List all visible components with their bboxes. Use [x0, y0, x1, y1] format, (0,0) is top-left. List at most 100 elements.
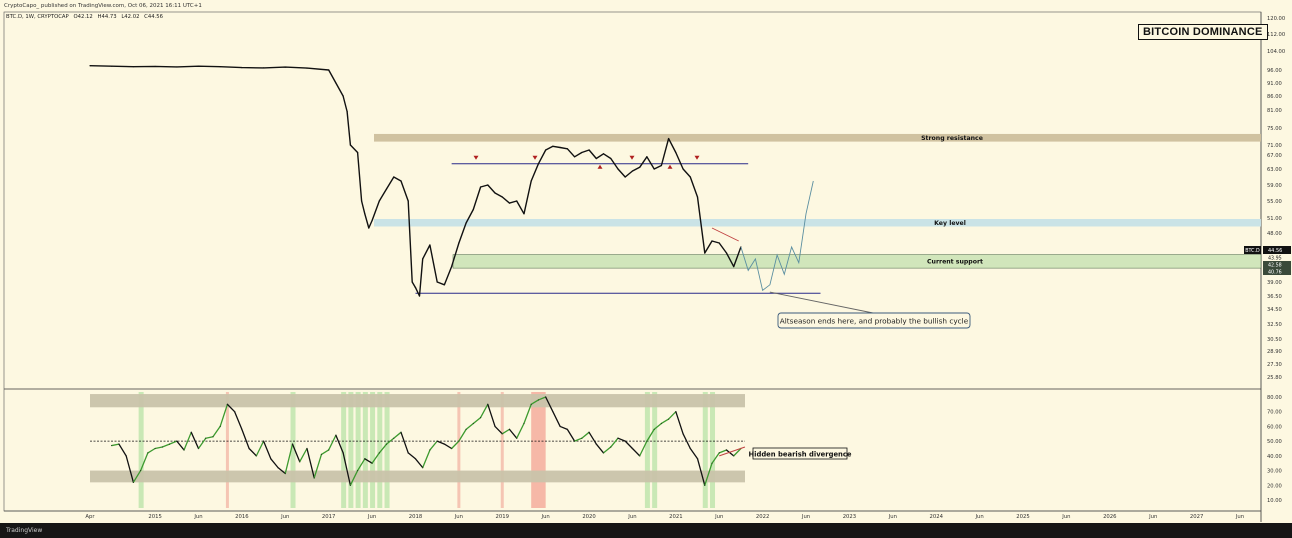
x-tick-label: Jun — [1061, 514, 1070, 520]
osc-green-strip — [348, 392, 354, 508]
osc-green-strip — [710, 392, 716, 508]
osc-y-tick-label: 80.00 — [1267, 395, 1282, 401]
osc-segment — [450, 440, 460, 450]
osc-point — [545, 396, 547, 398]
osc-segment — [226, 403, 236, 413]
osc-segment — [458, 428, 467, 442]
osc-segment — [422, 449, 431, 469]
osc-point — [436, 440, 438, 442]
osc-segment — [653, 422, 663, 431]
btcd-point — [552, 145, 554, 147]
y-tick-label: 75.00 — [1267, 126, 1282, 132]
x-tick-label: 2018 — [409, 514, 423, 520]
osc-segment — [414, 458, 424, 469]
btcd-point — [660, 164, 662, 167]
x-tick-label: 2022 — [756, 514, 769, 520]
y-tick-label: 39.00 — [1267, 280, 1282, 286]
osc-segment — [436, 440, 446, 445]
osc-point — [443, 443, 445, 445]
osc-segment — [139, 452, 149, 472]
btcd-point — [364, 213, 366, 215]
osc-segment — [675, 411, 684, 435]
price-label-symbol: BTC.D — [1245, 248, 1260, 254]
btcd-point — [393, 176, 395, 178]
osc-segment — [277, 466, 286, 475]
osc-segment — [624, 440, 634, 450]
projection-line — [740, 180, 814, 292]
btcd-point — [646, 156, 648, 158]
osc-segment — [205, 436, 214, 439]
price-label-support-top: 42.58 — [1268, 263, 1282, 269]
osc-band-1 — [90, 470, 745, 483]
osc-segment — [364, 458, 373, 464]
x-tick-label: Jun — [541, 514, 550, 520]
osc-segment — [689, 447, 699, 460]
osc-point — [241, 428, 243, 430]
btcd-point — [111, 65, 113, 67]
osc-green-strip — [644, 392, 650, 508]
btcd-point — [696, 196, 699, 198]
osc-point — [378, 452, 380, 454]
osc-y-tick-label: 10.00 — [1267, 498, 1282, 504]
y-tick-label: 48.00 — [1267, 231, 1282, 237]
osc-segment — [682, 433, 691, 450]
y-tick-label: 30.50 — [1267, 337, 1282, 343]
osc-point — [140, 470, 142, 472]
osc-segment — [610, 437, 619, 448]
osc-green-strip — [290, 392, 296, 508]
osc-segment — [646, 428, 655, 442]
osc-point — [111, 445, 113, 447]
osc-point — [335, 434, 337, 436]
btcd-point — [508, 202, 511, 204]
osc-point — [292, 443, 294, 445]
osc-point — [169, 443, 171, 445]
tradingview-logo: TradingView — [6, 527, 43, 534]
osc-point — [197, 448, 199, 449]
osc-point — [234, 411, 236, 413]
osc-segment — [696, 458, 706, 486]
btcd-point — [689, 176, 691, 178]
osc-segment — [472, 416, 482, 425]
y-tick-label: 71.00 — [1267, 143, 1282, 149]
osc-segment — [711, 452, 720, 464]
osc-segment — [255, 440, 265, 457]
x-tick-label: Apr — [85, 514, 95, 520]
red-marker-arrow — [473, 155, 479, 160]
btcd-point — [653, 168, 655, 170]
x-tick-label: Jun — [888, 514, 897, 520]
red-marker-arrow — [597, 164, 603, 169]
osc-point — [205, 437, 207, 439]
osc-point — [668, 418, 670, 420]
osc-y-tick-label: 20.00 — [1267, 483, 1282, 489]
osc-point — [226, 403, 228, 405]
osc-point — [472, 422, 474, 424]
osc-segment — [234, 411, 243, 431]
osc-segment — [559, 425, 569, 431]
btcd-point — [400, 180, 402, 182]
osc-segment — [118, 443, 127, 457]
btcd-point — [357, 151, 359, 154]
osc-point — [357, 470, 359, 472]
osc-point — [161, 446, 163, 448]
osc-point — [284, 473, 286, 475]
osc-green-strip — [362, 392, 368, 508]
y-tick-label: 63.00 — [1267, 167, 1282, 173]
x-tick-label: 2016 — [235, 514, 249, 520]
chart-title: BITCOIN DOMINANCE — [1138, 24, 1268, 40]
x-tick-label: 2026 — [1103, 514, 1117, 520]
btcd-point — [458, 242, 460, 244]
btcd-point — [523, 213, 525, 215]
osc-green-strip — [355, 392, 361, 508]
y-tick-label: 67.00 — [1267, 153, 1282, 159]
osc-point — [277, 467, 279, 469]
osc-segment — [566, 428, 576, 442]
osc-segment — [704, 462, 713, 486]
osc-point — [617, 437, 619, 439]
osc-green-strip — [341, 392, 347, 508]
osc-point — [530, 403, 532, 405]
osc-segment — [371, 452, 380, 464]
btcd-point — [342, 95, 344, 97]
osc-point — [646, 440, 648, 442]
btcd-point — [422, 258, 424, 260]
